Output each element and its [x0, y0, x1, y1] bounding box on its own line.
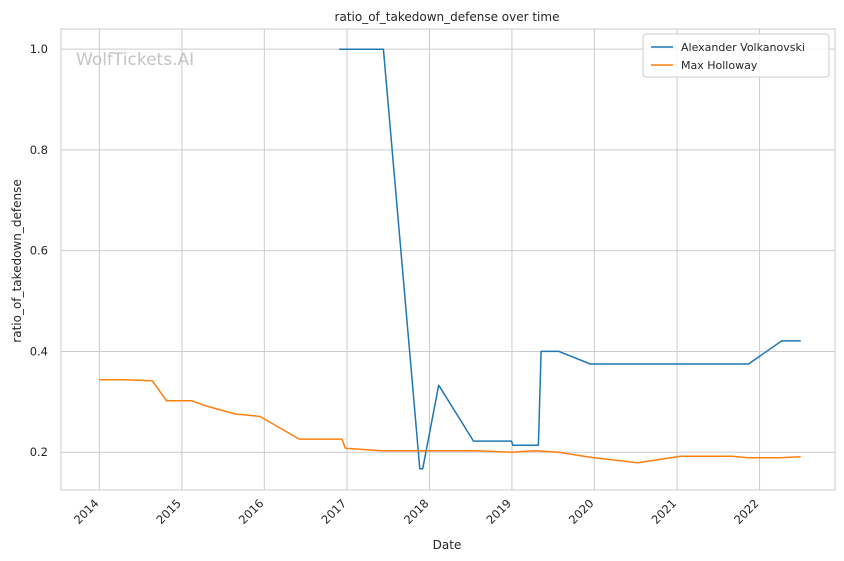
y-tick-label: 0.4: [30, 344, 48, 358]
series-line-max-holloway: [99, 378, 801, 464]
y-tick-label: 0.6: [30, 244, 48, 258]
y-axis-ticks: 0.2 0.4 0.6 0.8 1.0: [30, 42, 48, 459]
plot-area: WolfTickets.AI: [60, 28, 836, 491]
y-tick-label: 1.0: [30, 42, 48, 56]
legend-box: [642, 33, 830, 78]
legend-label-alexander-volkanovski: Alexander Volkanovski: [681, 41, 805, 54]
y-tick-label: 0.2: [30, 445, 48, 459]
y-tick-label: 0.8: [30, 143, 48, 157]
chart-title: ratio_of_takedown_defense over time: [335, 10, 560, 24]
series-layer: [99, 48, 801, 470]
y-axis-label: ratio_of_takedown_defense: [10, 179, 24, 342]
plot-background: [61, 29, 835, 490]
series-line-alexander-volkanovski: [339, 48, 801, 470]
legend-label-max-holloway: Max Holloway: [681, 59, 758, 72]
plot-frame: [60, 28, 836, 491]
grid: [61, 29, 835, 490]
x-axis-label: Date: [433, 538, 462, 552]
legend: Alexander Volkanovski Max Holloway: [642, 33, 830, 78]
watermark: WolfTickets.AI: [76, 50, 194, 70]
